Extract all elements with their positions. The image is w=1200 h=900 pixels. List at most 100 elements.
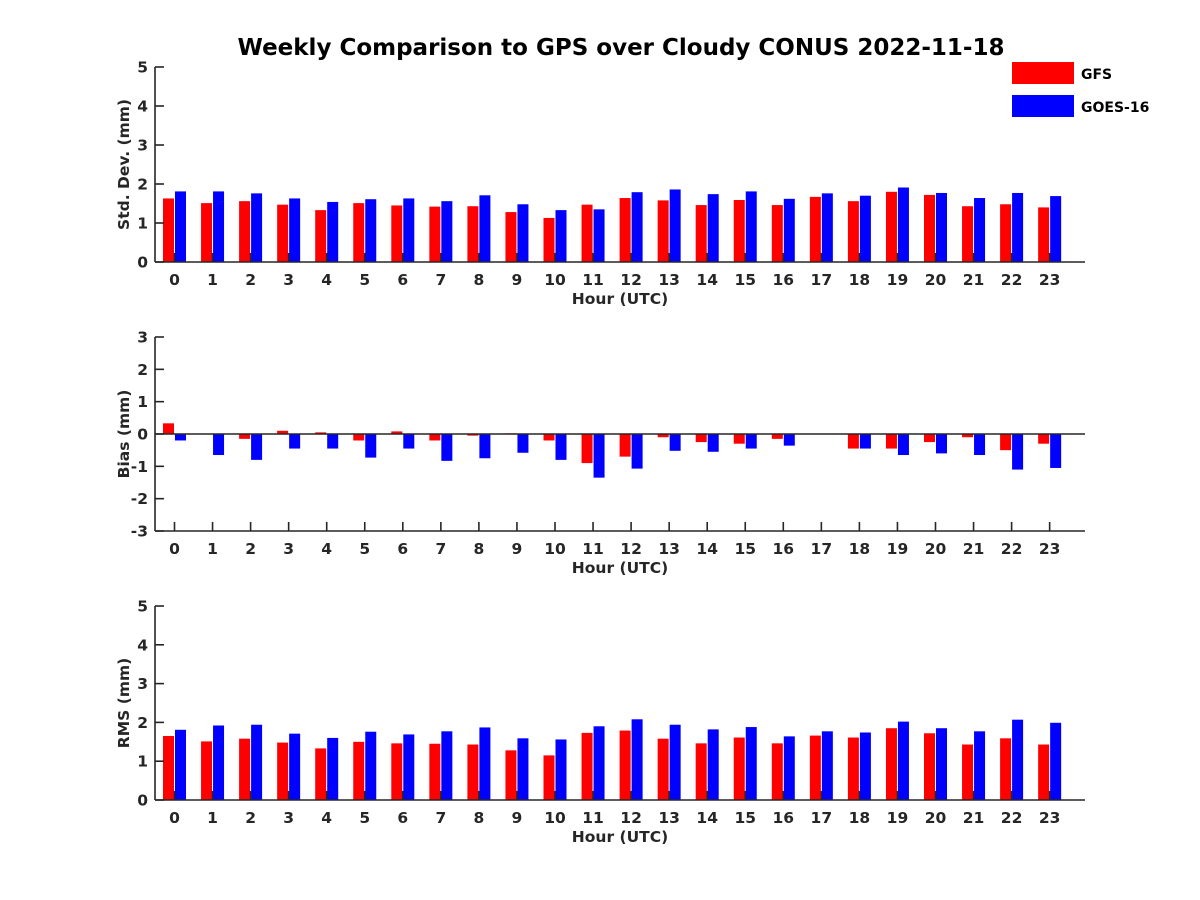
bar-std-gfs-hour-0 [163,198,174,262]
x-tick-label-std: 4 [321,271,332,289]
x-tick-label-bias: 21 [963,540,985,558]
bar-std-goes16-hour-12 [631,192,643,262]
x-tick-label-bias: 11 [582,540,604,558]
x-tick-label-bias: 17 [811,540,833,558]
x-tick-label-rms: 10 [544,809,566,827]
x-tick-label-std: 1 [207,271,218,289]
x-tick-label-bias: 10 [544,540,566,558]
bar-bias-goes16-hour-20 [936,434,947,454]
bar-bias-goes16-hour-12 [631,434,643,469]
bar-bias-goes16-hour-9 [517,434,529,453]
bar-bias-gfs-hour-23 [1038,434,1050,444]
bar-std-goes16-hour-4 [327,201,339,262]
x-tick-label-rms: 12 [620,809,642,827]
x-tick-label-bias: 22 [1001,540,1023,558]
x-tick-label-rms: 15 [734,809,756,827]
x-tick-label-bias: 7 [435,540,446,558]
x-tick-label-rms: 16 [773,809,795,827]
bar-std-gfs-hour-7 [429,206,441,262]
bar-std-goes16-hour-18 [859,195,871,262]
bar-bias-goes16-hour-15 [745,434,757,449]
x-tick-label-std: 14 [696,271,718,289]
bar-rms-goes16-hour-6 [403,734,415,800]
x-tick-label-std: 8 [474,271,485,289]
x-tick-label-std: 2 [245,271,256,289]
x-tick-label-bias: 4 [321,540,332,558]
bar-rms-gfs-hour-11 [581,732,593,800]
bar-bias-gfs-hour-7 [429,434,441,441]
y-tick-label-bias: 2 [137,361,148,379]
bar-rms-goes16-hour-4 [327,737,339,800]
y-tick-label-std: 5 [137,59,148,77]
bar-rms-goes16-hour-16 [783,736,795,800]
bar-std-goes16-hour-5 [365,199,377,262]
y-axis-label-rms: RMS (mm) [115,658,133,748]
bar-rms-gfs-hour-0 [163,735,174,800]
bar-rms-goes16-hour-14 [707,729,719,800]
bar-rms-goes16-hour-5 [365,731,377,800]
bar-rms-gfs-hour-15 [733,737,745,800]
bar-std-gfs-hour-14 [695,205,707,262]
x-tick-label-bias: 6 [397,540,408,558]
bar-std-goes16-hour-1 [213,191,225,262]
bar-rms-goes16-hour-13 [669,724,681,800]
bar-bias-goes16-hour-8 [479,434,491,459]
y-tick-label-std: 0 [137,254,148,272]
bar-bias-gfs-hour-12 [619,434,631,457]
legend-label-gfs: GFS [1081,67,1112,83]
bar-std-gfs-hour-11 [581,204,593,262]
bar-rms-goes16-hour-9 [517,738,529,800]
bar-rms-gfs-hour-20 [924,733,935,800]
bar-rms-goes16-hour-2 [251,724,263,800]
bar-rms-goes16-hour-23 [1050,722,1062,800]
x-tick-label-rms: 22 [1001,809,1023,827]
bar-std-gfs-hour-23 [1038,207,1050,262]
bar-std-gfs-hour-18 [847,201,859,262]
bar-bias-goes16-hour-23 [1050,434,1062,468]
bar-std-gfs-hour-19 [885,191,897,262]
bar-rms-gfs-hour-12 [619,730,631,800]
bar-rms-gfs-hour-8 [467,744,479,800]
bar-bias-goes16-hour-3 [289,434,301,449]
bar-rms-goes16-hour-3 [289,733,301,800]
bar-rms-goes16-hour-20 [936,728,947,800]
y-tick-label-std: 3 [137,137,148,155]
x-tick-label-std: 0 [169,271,180,289]
x-tick-label-bias: 9 [512,540,523,558]
bar-rms-gfs-hour-17 [809,735,821,800]
bar-bias-gfs-hour-3 [277,430,289,434]
x-tick-label-bias: 16 [773,540,795,558]
bar-std-gfs-hour-13 [657,200,669,262]
bar-rms-gfs-hour-21 [962,744,974,800]
bar-std-gfs-hour-2 [239,201,251,262]
x-tick-label-rms: 5 [359,809,370,827]
y-tick-label-rms: 0 [137,792,148,810]
x-tick-label-std: 3 [283,271,294,289]
x-tick-label-bias: 20 [925,540,947,558]
x-tick-label-std: 21 [963,271,985,289]
x-tick-label-rms: 18 [849,809,871,827]
bar-rms-goes16-hour-21 [974,731,986,800]
x-tick-label-rms: 1 [207,809,218,827]
bar-bias-goes16-hour-0 [175,434,186,441]
bar-rms-goes16-hour-22 [1012,719,1024,800]
y-tick-label-bias: 1 [137,393,148,411]
x-axis-label-bias: Hour (UTC) [572,559,668,577]
x-tick-label-std: 11 [582,271,604,289]
x-tick-label-bias: 14 [696,540,718,558]
bar-std-goes16-hour-2 [251,193,263,262]
x-tick-label-rms: 7 [435,809,446,827]
bar-rms-goes16-hour-1 [213,725,225,800]
bar-rms-gfs-hour-13 [657,738,669,800]
x-tick-label-rms: 17 [811,809,833,827]
y-tick-label-rms: 4 [137,636,148,654]
bar-bias-gfs-hour-5 [353,434,365,441]
bar-std-goes16-hour-0 [175,191,186,262]
bar-std-gfs-hour-22 [1000,204,1012,262]
x-tick-label-std: 22 [1001,271,1023,289]
bar-rms-goes16-hour-7 [441,731,453,800]
x-tick-label-std: 12 [620,271,642,289]
bar-rms-goes16-hour-12 [631,719,643,800]
